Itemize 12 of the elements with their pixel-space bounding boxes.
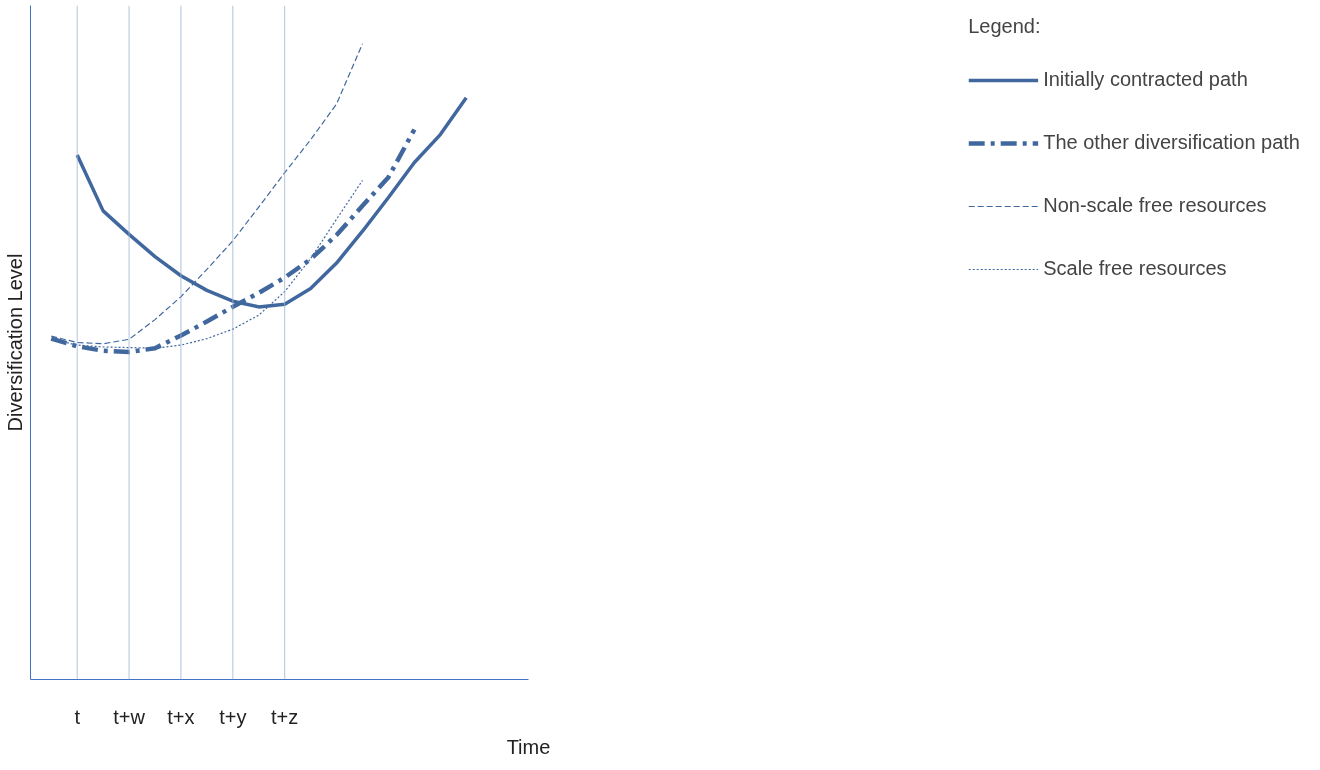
legend-label: The other diversification path	[1043, 131, 1300, 154]
x-tick-label: t+x	[167, 705, 195, 728]
x-tick-label: t+w	[113, 705, 146, 728]
x-tick-label: t	[74, 705, 81, 728]
x-axis-title: Time	[506, 735, 551, 758]
legend-label: Non-scale free resources	[1043, 194, 1267, 217]
legend-label: Initially contracted path	[1043, 68, 1248, 91]
legend-label: Scale free resources	[1043, 257, 1227, 280]
x-tick-label: t+y	[219, 705, 247, 728]
y-axis-title: Diversification Level	[3, 253, 26, 432]
legend-title: Legend:	[968, 15, 1042, 38]
x-tick-label: t+z	[271, 705, 299, 728]
